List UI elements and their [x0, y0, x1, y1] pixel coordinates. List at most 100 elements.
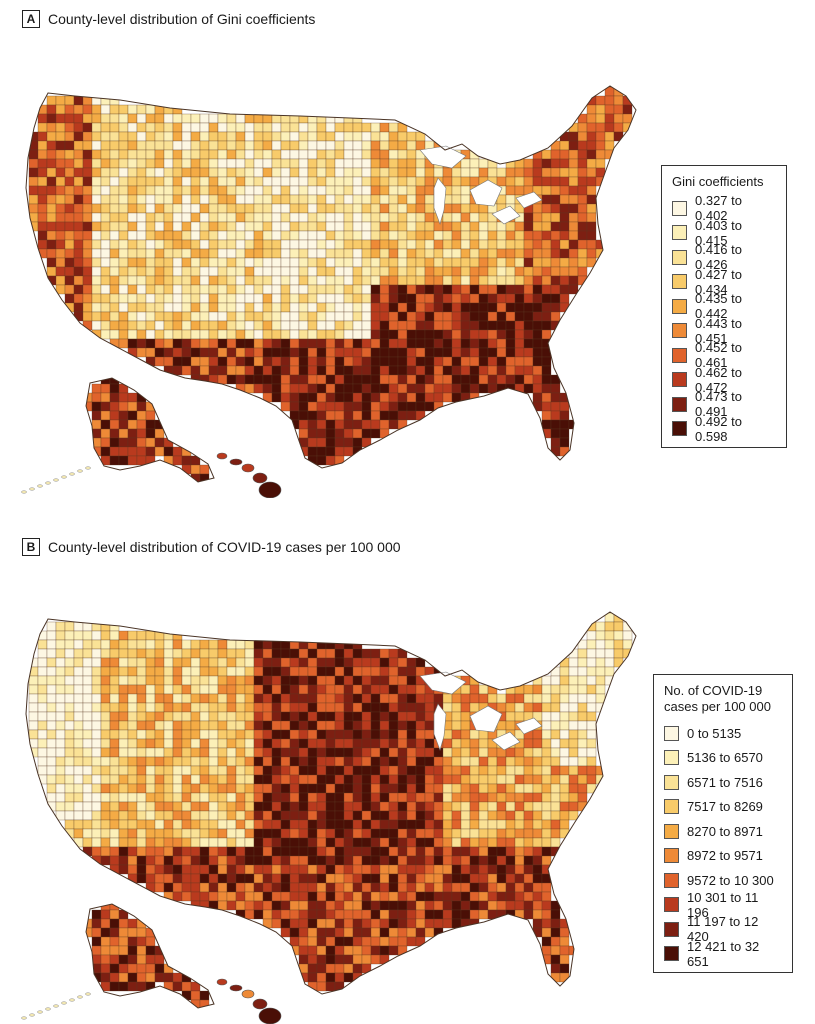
county-cell	[361, 122, 372, 133]
county-cell	[352, 936, 363, 947]
county-cell	[154, 873, 165, 884]
county-cell	[397, 239, 408, 250]
county-cell	[91, 720, 102, 731]
county-cell	[37, 666, 48, 677]
county-cell	[253, 774, 264, 785]
county-cell	[559, 248, 570, 259]
county-cell	[559, 239, 570, 250]
county-cell	[316, 347, 327, 358]
county-cell	[424, 356, 435, 367]
county-cell	[352, 945, 363, 956]
county-cell	[208, 828, 219, 839]
county-cell	[496, 882, 507, 893]
county-cell	[325, 302, 336, 313]
county-cell	[379, 122, 390, 133]
county-cell	[469, 837, 480, 848]
county-cell	[91, 311, 102, 322]
county-cell	[100, 621, 111, 632]
county-cell	[577, 131, 588, 142]
county-cell	[415, 783, 426, 794]
county-cell	[550, 392, 561, 403]
county-cell	[91, 239, 102, 250]
county-cell	[172, 837, 183, 848]
county-cell	[451, 194, 462, 205]
county-cell	[91, 122, 102, 133]
county-cell	[217, 837, 228, 848]
county-cell	[433, 864, 444, 875]
county-cell	[280, 284, 291, 295]
county-cell	[163, 140, 174, 151]
county-cell	[289, 927, 300, 938]
county-cell	[235, 747, 246, 758]
county-cell	[46, 792, 57, 803]
county-cell	[325, 639, 336, 650]
county-cell	[379, 918, 390, 929]
county-cell	[145, 194, 156, 205]
county-cell	[163, 122, 174, 133]
county-cell	[181, 729, 192, 740]
county-cell	[235, 810, 246, 821]
county-cell	[460, 810, 471, 821]
county-cell	[136, 347, 147, 358]
county-cell	[118, 711, 129, 722]
county-cell	[334, 302, 345, 313]
county-cell	[370, 365, 381, 376]
county-cell	[172, 275, 183, 286]
county-cell	[397, 909, 408, 920]
county-cell	[343, 792, 354, 803]
county-cell	[559, 774, 570, 785]
county-cell	[559, 801, 570, 812]
county-cell	[190, 747, 201, 758]
county-cell	[361, 284, 372, 295]
county-cell	[460, 293, 471, 304]
county-cell	[100, 747, 111, 758]
panel-b-letter: B	[22, 538, 40, 556]
county-cell	[199, 329, 210, 340]
panel-b: B County-level distribution of COVID-19 …	[0, 528, 815, 1024]
county-cell	[595, 149, 606, 160]
county-cell	[361, 945, 372, 956]
county-cell	[208, 311, 219, 322]
county-cell	[118, 410, 129, 421]
county-cell	[451, 819, 462, 830]
county-cell	[460, 747, 471, 758]
county-cell	[109, 113, 120, 124]
county-cell	[352, 212, 363, 223]
county-cell	[307, 302, 318, 313]
county-cell	[244, 149, 255, 160]
county-cell	[208, 873, 219, 884]
county-cell	[559, 275, 570, 286]
county-cell	[352, 194, 363, 205]
county-cell	[514, 900, 525, 911]
county-cell	[559, 401, 570, 412]
county-cell	[73, 621, 84, 632]
county-cell	[271, 675, 282, 686]
county-cell	[190, 338, 201, 349]
county-cell	[181, 329, 192, 340]
county-cell	[487, 828, 498, 839]
county-cell	[244, 792, 255, 803]
county-cell	[271, 176, 282, 187]
county-cell	[343, 221, 354, 232]
county-cell	[352, 176, 363, 187]
county-cell	[478, 212, 489, 223]
county-cell	[316, 927, 327, 938]
county-cell	[289, 329, 300, 340]
county-cell	[406, 747, 417, 758]
county-cell	[307, 666, 318, 677]
county-cell	[208, 176, 219, 187]
gini-legend-item: 0.473 to 0.491	[672, 389, 776, 419]
county-cell	[145, 819, 156, 830]
county-cell	[568, 248, 579, 259]
county-cell	[577, 756, 588, 767]
county-cell	[55, 648, 66, 659]
county-cell	[442, 837, 453, 848]
county-cell	[253, 257, 264, 268]
county-cell	[577, 167, 588, 178]
county-cell	[415, 176, 426, 187]
gini-legend-label: 0.327 to 0.402	[695, 193, 742, 224]
county-cell	[550, 446, 561, 457]
county-cell	[118, 437, 129, 448]
county-cell	[325, 239, 336, 250]
county-cell	[352, 419, 363, 430]
